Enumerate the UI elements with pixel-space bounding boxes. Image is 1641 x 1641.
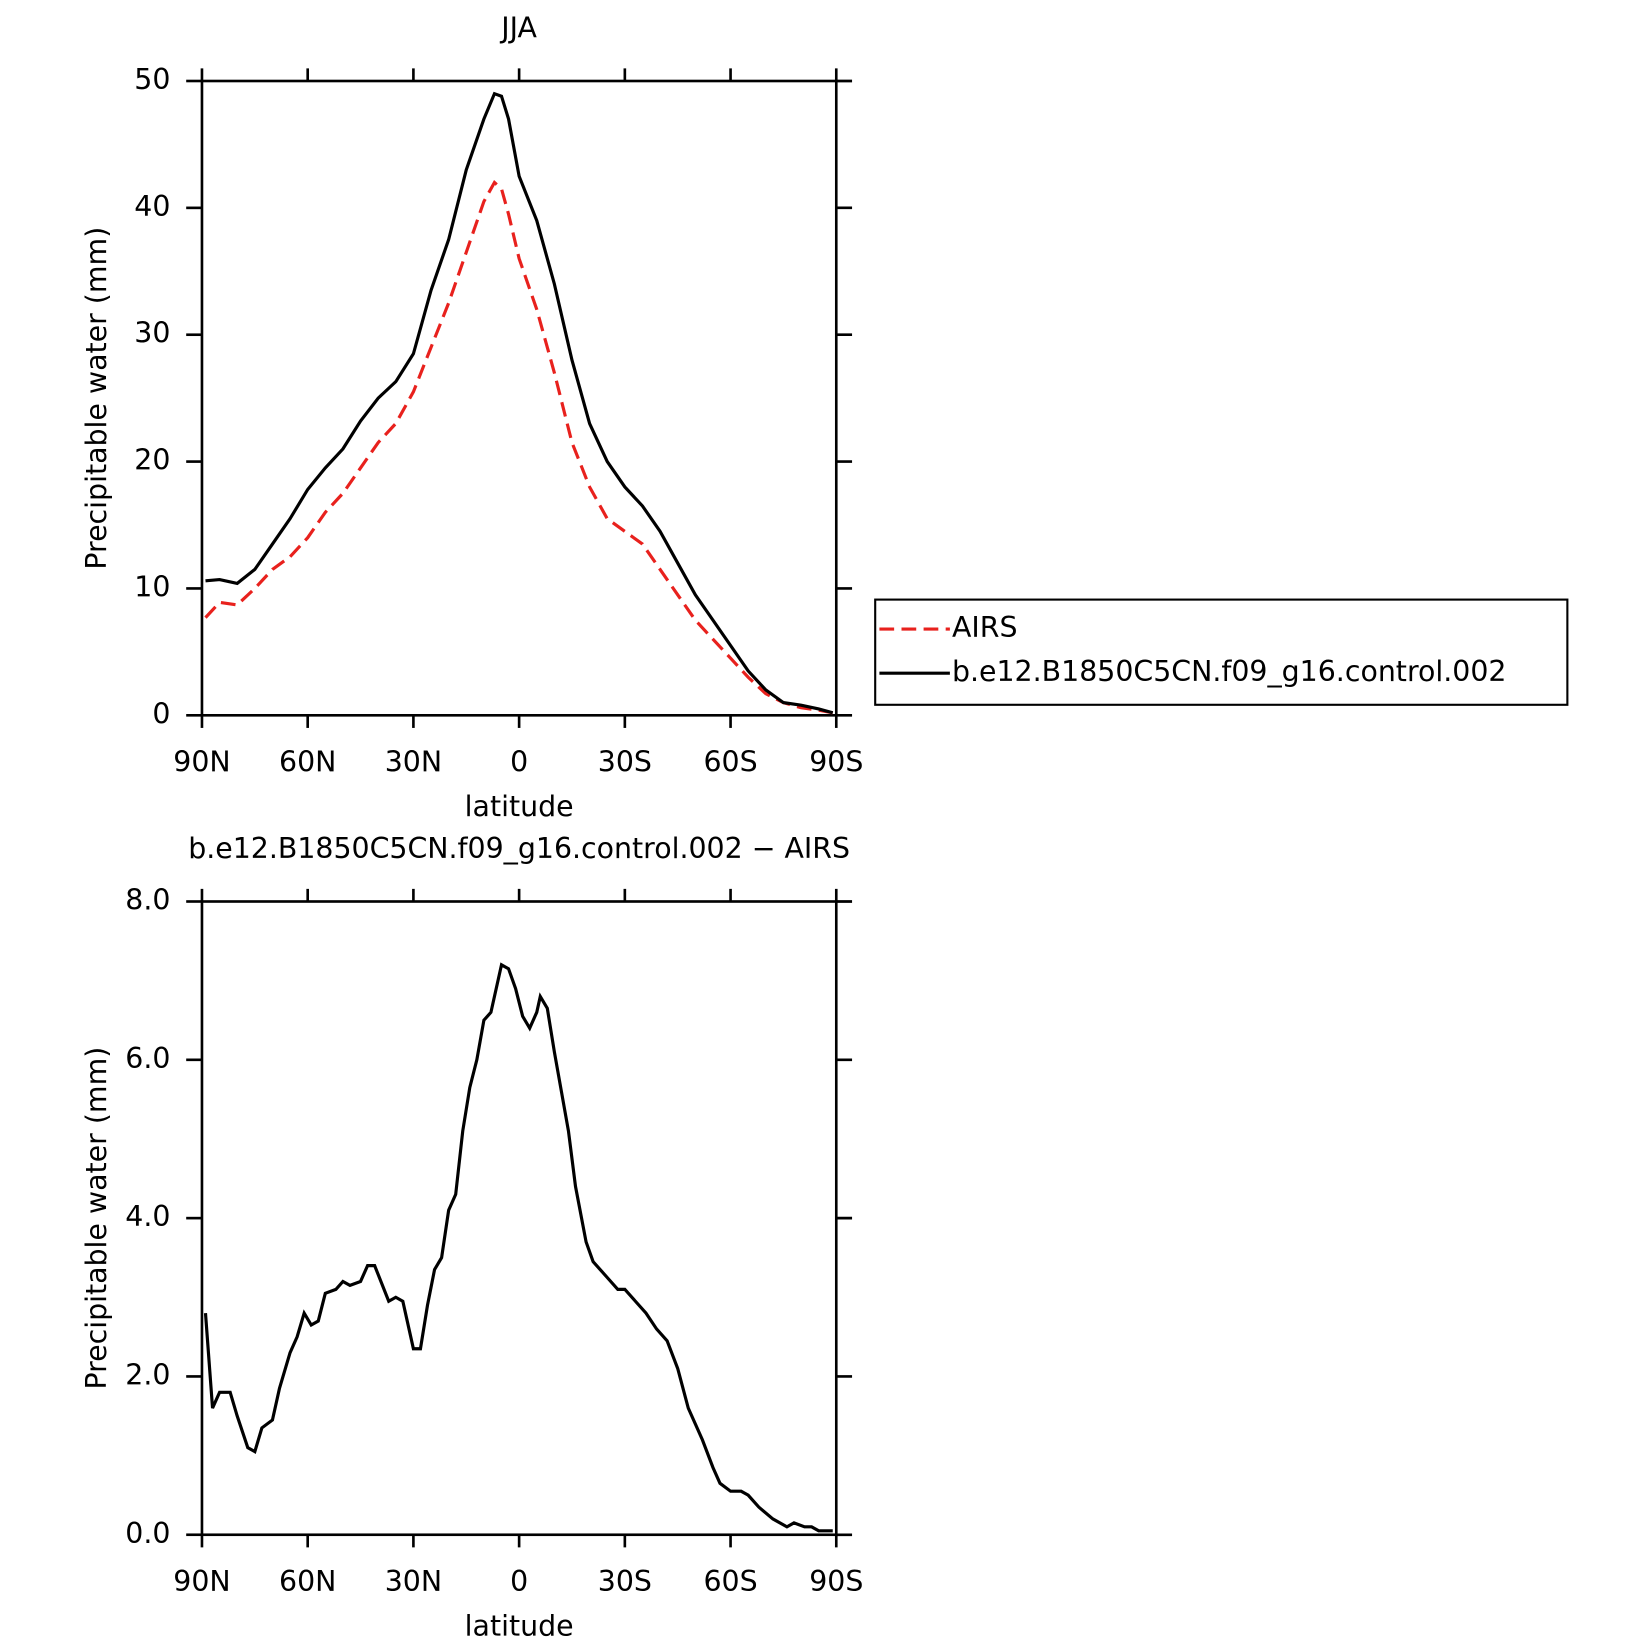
x-tick-label: 0 [510,746,528,779]
x-tick-label: 30S [598,1565,652,1598]
legend-label: AIRS [952,611,1018,644]
y-tick-label: 0.0 [125,1517,170,1550]
x-tick-label: 90S [809,746,863,779]
y-tick-label: 20 [134,444,170,477]
x-tick-label: 60N [279,1565,336,1598]
data-line [204,179,834,715]
x-tick-label: 0 [510,1565,528,1598]
y-tick-label: 40 [134,190,170,223]
legend-box [874,598,1569,706]
data-line [203,962,833,1533]
x-axis-label: latitude [465,790,574,823]
y-tick-label: 2.0 [125,1358,170,1391]
x-tick-label: 30N [385,1565,442,1598]
y-tick-label: 50 [134,63,170,96]
legend-label: b.e12.B1850C5CN.f09_g16.control.002 [952,655,1506,688]
x-tick-label: 90N [173,1565,230,1598]
x-tick-label: 90S [809,1565,863,1598]
x-tick-label: 30N [385,746,442,779]
x-tick-label: 60S [703,1565,757,1598]
chart-title: b.e12.B1850C5CN.f09_g16.control.002 − AI… [188,832,850,865]
y-tick-label: 10 [134,570,170,603]
y-tick-label: 8.0 [125,883,170,916]
data-line [205,91,834,715]
y-tick-label: 30 [134,317,170,350]
y-tick-label: 0 [152,697,170,730]
x-tick-label: 30S [598,746,652,779]
y-axis-label: Precipitable water (mm) [80,227,113,570]
y-tick-label: 4.0 [125,1200,170,1233]
chart-title: JJA [499,11,537,44]
x-tick-label: 60N [279,746,336,779]
x-axis-label: latitude [465,1609,574,1641]
x-tick-label: 90N [173,746,230,779]
y-tick-label: 6.0 [125,1042,170,1075]
x-tick-label: 60S [703,746,757,779]
y-axis-label: Precipitable water (mm) [80,1047,113,1390]
